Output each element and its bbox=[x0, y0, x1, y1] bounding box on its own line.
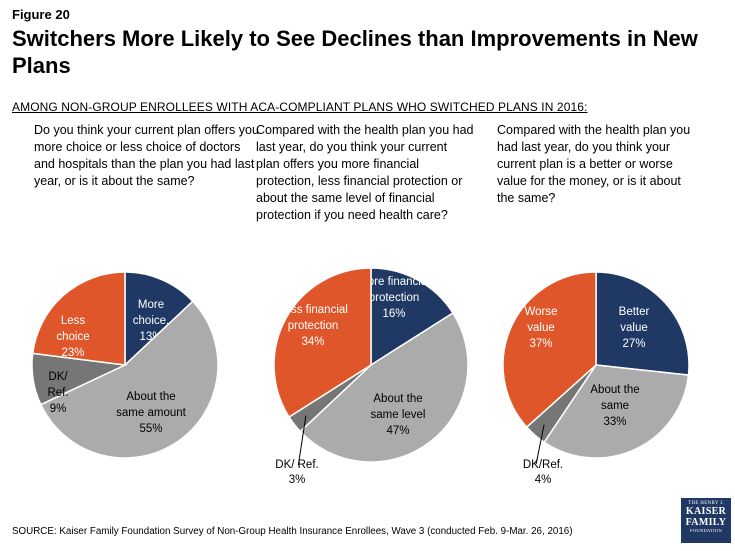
slice-label-same: About the same amount 55% bbox=[116, 391, 186, 435]
chart-subtitle: AMONG NON-GROUP ENROLLEES WITH ACA-COMPL… bbox=[12, 100, 588, 114]
chart-title: Switchers More Likely to See Declines th… bbox=[12, 26, 698, 78]
figure-label: Figure 20 bbox=[12, 7, 70, 22]
pie-slice-less bbox=[31, 271, 126, 366]
leader-line-dk-ref bbox=[297, 415, 307, 465]
pie-slice-same bbox=[299, 311, 469, 463]
slice-label-more: More choice, 13% bbox=[133, 299, 169, 343]
slice-label-more: More financial protection 16% bbox=[358, 276, 430, 320]
pie-chart-financial-protection: More financial protection 16% About the same… bbox=[273, 267, 469, 465]
question-choice: Do you think your current plan offers yo… bbox=[34, 123, 259, 188]
pie-slice-same bbox=[39, 300, 219, 459]
pie-slice-more bbox=[595, 271, 690, 376]
kff-logo: THE HENRY J. KAISER FAMILY FOUNDATION bbox=[681, 498, 731, 543]
pie-slice-less bbox=[273, 267, 372, 419]
pie-slice-same bbox=[543, 364, 690, 459]
source-note: SOURCE: Kaiser Family Foundation Survey … bbox=[12, 526, 573, 537]
pie-slice-less bbox=[502, 271, 597, 429]
question-financial-protection: Compared with the health plan you had la… bbox=[256, 123, 474, 222]
leader-line-dk-ref bbox=[535, 424, 545, 465]
pie-chart-value: Better value 27% About the same 33% Worse value… bbox=[502, 271, 690, 465]
slice-label-same: About the same level 47% bbox=[371, 393, 426, 437]
slice-label-less: Worse value 37% bbox=[524, 306, 557, 350]
slice-label-less: Less choice 23% bbox=[56, 315, 89, 359]
slice-label-less: Less financial protection 34% bbox=[278, 304, 348, 348]
pie-chart-choice: More choice, 13% About the same amount 55% DK/… bbox=[31, 271, 219, 459]
slice-label-more: Better value 27% bbox=[619, 306, 650, 350]
slice-label-dk-ref-financial: DK/ Ref. 3% bbox=[275, 459, 319, 486]
pie-slice-more bbox=[124, 271, 194, 367]
slice-label-same: About the same 33% bbox=[590, 384, 639, 428]
slice-label-dk-ref-value: DK/Ref. 4% bbox=[522, 459, 564, 486]
slice-label-dk-ref: DK/Ref. 9% bbox=[47, 371, 68, 415]
question-value: Compared with the health plan you had la… bbox=[497, 123, 691, 205]
pie-slice-more bbox=[370, 267, 454, 367]
